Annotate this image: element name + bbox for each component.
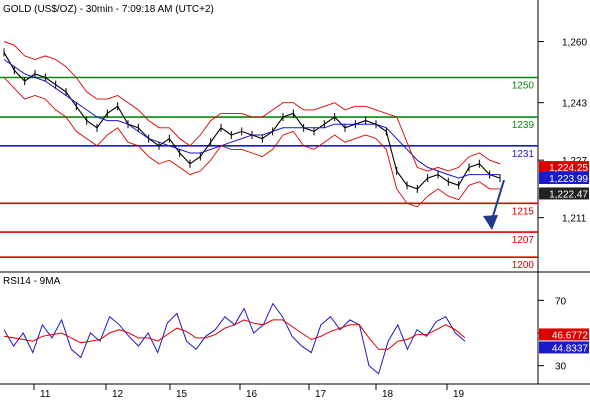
x-tick-label: 18 bbox=[382, 389, 394, 400]
rsi-tick-label: 30 bbox=[555, 362, 567, 373]
rsi-chart-title: RSI14 - 9MA bbox=[3, 276, 61, 287]
price-badge-label: 1,223.99 bbox=[549, 174, 588, 185]
date-x-axis: 11 12 15 16 17 18 19 bbox=[33, 384, 465, 400]
forecast-arrow-group bbox=[483, 179, 505, 230]
lower-band-line bbox=[3, 77, 500, 208]
y-tick-label: 1,211 bbox=[562, 214, 587, 225]
x-tick-label: 17 bbox=[315, 389, 327, 400]
level-label: 1231 bbox=[512, 149, 535, 160]
price-badge-box bbox=[539, 187, 589, 200]
support-resistance-levels: 1250 1239 1231 1215 1207 1200 bbox=[0, 76, 538, 271]
price-series-group bbox=[3, 41, 501, 208]
level-label: 1207 bbox=[512, 235, 535, 246]
level-label: 1200 bbox=[512, 260, 535, 271]
rsi-tick-label: 70 bbox=[555, 296, 567, 307]
price-badge-label: 1,222.47 bbox=[549, 189, 588, 200]
rsi-series-group bbox=[3, 302, 466, 375]
price-badges: 1,224.251,223.99 1,222.47 bbox=[539, 161, 589, 200]
forecast-arrow-head bbox=[483, 215, 498, 230]
price-line bbox=[3, 52, 501, 190]
x-tick-label: 12 bbox=[112, 389, 124, 400]
rsi-ma-line bbox=[3, 319, 466, 350]
rsi-badge-label: 46.6772 bbox=[552, 330, 589, 341]
rsi-badge-box bbox=[539, 341, 589, 354]
x-tick-label: 16 bbox=[246, 389, 258, 400]
x-tick-label: 15 bbox=[176, 389, 188, 400]
x-tick-label: 11 bbox=[40, 389, 51, 400]
level-label: 1239 bbox=[512, 120, 535, 131]
price-badge-box bbox=[539, 171, 589, 184]
y-tick-label: 1,243 bbox=[562, 99, 587, 110]
level-label: 1250 bbox=[512, 81, 535, 92]
upper-band-line bbox=[3, 41, 501, 172]
price-badge-box bbox=[539, 161, 589, 174]
price-badge-label: 1,224.25 bbox=[549, 163, 588, 174]
y-tick-label: 1,260 bbox=[562, 38, 587, 49]
rsi-badge-box bbox=[539, 328, 589, 341]
rsi-badges: 46.6772 44.8337 bbox=[539, 328, 589, 354]
level-label: 1215 bbox=[512, 206, 535, 217]
rsi-badge-label: 44.8337 bbox=[552, 343, 589, 354]
price-chart-title: GOLD (US$/OZ) - 30min - 7:09:18 AM (UTC+… bbox=[3, 4, 214, 15]
x-tick-label: 19 bbox=[453, 389, 465, 400]
